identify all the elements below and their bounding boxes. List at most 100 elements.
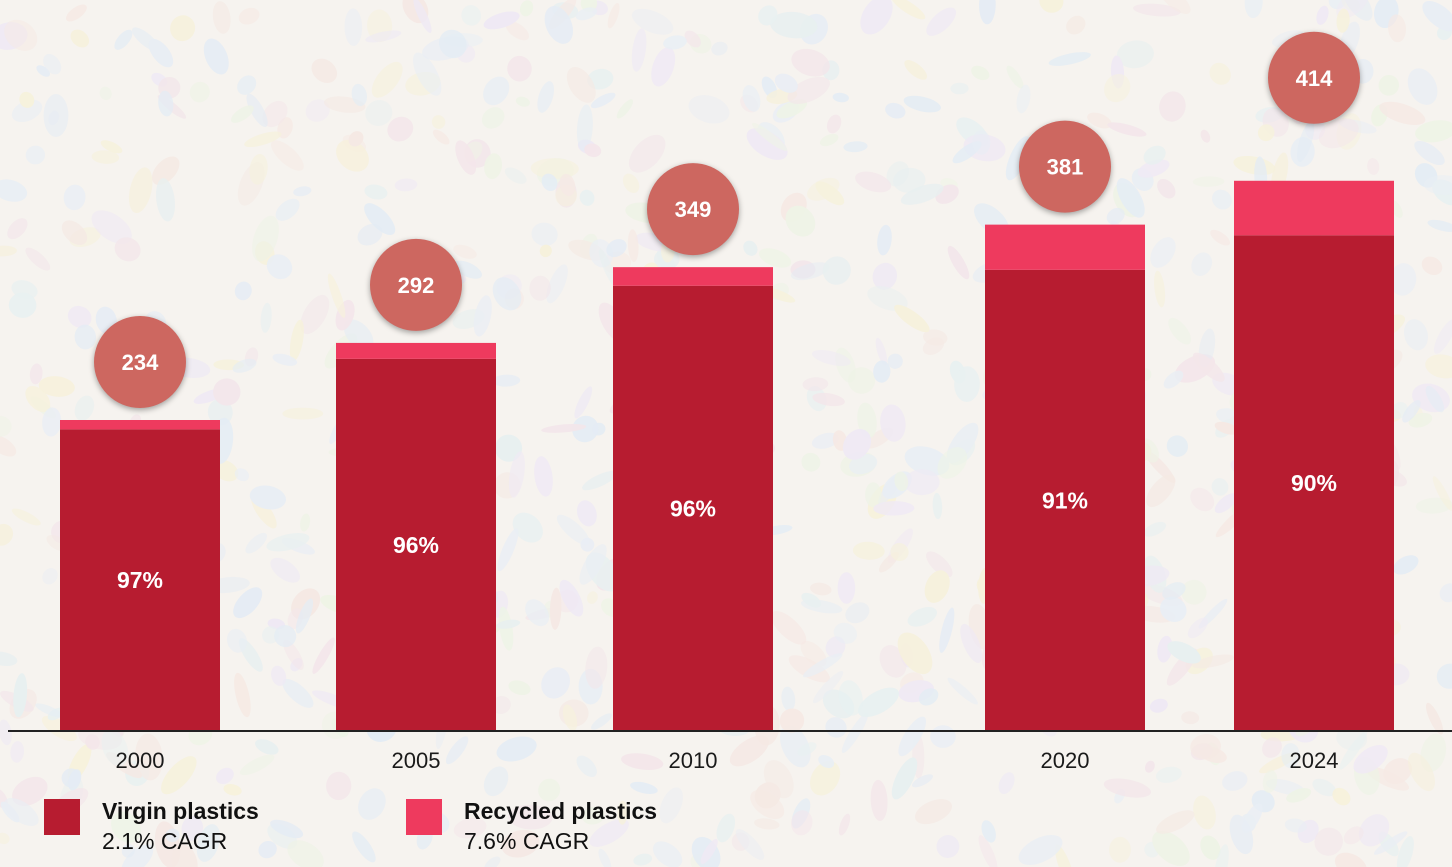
texture-fleck	[544, 5, 574, 44]
texture-fleck	[947, 677, 978, 705]
texture-fleck	[1296, 120, 1315, 162]
texture-fleck	[0, 832, 10, 845]
texture-fleck	[4, 19, 38, 51]
texture-fleck	[1423, 175, 1452, 196]
texture-fleck	[170, 15, 196, 42]
texture-fleck	[135, 733, 163, 781]
texture-fleck	[926, 551, 953, 578]
texture-fleck	[1190, 734, 1221, 760]
texture-fleck	[483, 11, 520, 30]
texture-fleck	[1379, 101, 1426, 126]
texture-fleck	[576, 104, 593, 152]
texture-fleck	[1103, 778, 1152, 798]
texture-fleck	[1396, 836, 1414, 867]
texture-fleck	[838, 680, 863, 716]
texture-fleck	[473, 295, 492, 337]
texture-fleck	[1018, 835, 1063, 865]
texture-fleck	[0, 245, 17, 257]
texture-fleck	[1162, 582, 1186, 600]
texture-fleck	[843, 141, 868, 153]
texture-fleck	[572, 415, 599, 443]
bar-recycled-2005	[336, 342, 496, 359]
x-tick-label-2010: 2010	[669, 748, 718, 773]
texture-fleck	[1149, 698, 1168, 713]
texture-fleck	[455, 140, 477, 175]
texture-fleck	[1334, 852, 1367, 867]
texture-fleck	[556, 514, 590, 546]
share-label-2020: 91%	[1042, 487, 1088, 513]
texture-fleck	[365, 100, 393, 126]
texture-fleck	[825, 717, 847, 738]
texture-fleck	[1427, 219, 1452, 232]
texture-fleck	[972, 130, 991, 155]
texture-fleck	[1422, 0, 1452, 32]
texture-fleck	[1415, 120, 1452, 143]
texture-fleck	[539, 244, 552, 258]
texture-fleck	[42, 407, 62, 437]
legend-cagr-recycled: 7.6% CAGR	[464, 828, 590, 854]
texture-fleck	[1209, 62, 1231, 85]
texture-fleck	[0, 651, 18, 666]
texture-fleck	[70, 29, 90, 48]
texture-fleck	[847, 367, 876, 394]
legend-cagr-virgin: 2.1% CAGR	[102, 828, 228, 854]
texture-fleck	[1222, 771, 1248, 791]
texture-fleck	[1152, 830, 1190, 866]
texture-fleck	[885, 102, 906, 119]
texture-fleck	[91, 150, 120, 164]
texture-fleck	[891, 757, 918, 800]
texture-fleck	[300, 294, 330, 335]
texture-fleck	[1367, 158, 1380, 175]
texture-fleck	[541, 173, 558, 191]
texture-fleck	[1191, 252, 1213, 276]
bar-virgin-2005	[336, 358, 496, 731]
texture-fleck	[1343, 826, 1364, 845]
texture-fleck	[0, 179, 28, 202]
texture-fleck	[0, 415, 12, 437]
texture-fleck	[842, 429, 872, 460]
texture-fleck	[85, 734, 100, 750]
texture-fleck	[1016, 84, 1031, 114]
legend-label-virgin: Virgin plastics	[102, 798, 259, 824]
texture-fleck	[507, 55, 532, 82]
texture-fleck	[484, 856, 501, 867]
texture-fleck	[232, 358, 257, 373]
texture-fleck	[1241, 803, 1263, 834]
texture-fleck	[1006, 65, 1024, 89]
texture-fleck	[237, 75, 257, 95]
texture-fleck	[181, 815, 204, 841]
total-bubble-2024	[1268, 31, 1360, 124]
texture-fleck	[630, 781, 658, 794]
texture-fleck	[872, 262, 898, 290]
texture-fleck	[810, 760, 841, 796]
texture-fleck	[114, 29, 133, 50]
texture-fleck	[7, 218, 28, 240]
texture-fleck	[754, 818, 780, 830]
texture-fleck	[270, 819, 304, 839]
texture-fleck	[893, 167, 926, 193]
texture-fleck	[606, 239, 627, 258]
texture-fleck	[837, 572, 856, 604]
texture-fleck	[873, 360, 891, 383]
texture-fleck	[581, 806, 605, 825]
texture-fleck	[0, 523, 14, 546]
total-label-2020: 381	[1047, 155, 1084, 180]
texture-fleck	[790, 262, 830, 281]
texture-fleck	[246, 93, 268, 128]
texture-fleck	[852, 541, 885, 560]
texture-fleck	[1048, 52, 1091, 66]
texture-fleck	[0, 435, 17, 457]
texture-fleck	[274, 625, 297, 648]
total-bubble-2020	[1019, 120, 1111, 213]
texture-fleck	[1433, 319, 1452, 354]
texture-fleck	[787, 76, 830, 104]
texture-fleck	[860, 0, 893, 35]
texture-fleck	[729, 735, 769, 767]
texture-fleck	[890, 542, 909, 562]
texture-fleck	[4, 797, 39, 827]
bar-recycled-2020	[985, 224, 1145, 270]
legend-swatch-virgin	[44, 799, 80, 835]
texture-fleck	[582, 470, 618, 491]
texture-fleck	[880, 404, 906, 442]
